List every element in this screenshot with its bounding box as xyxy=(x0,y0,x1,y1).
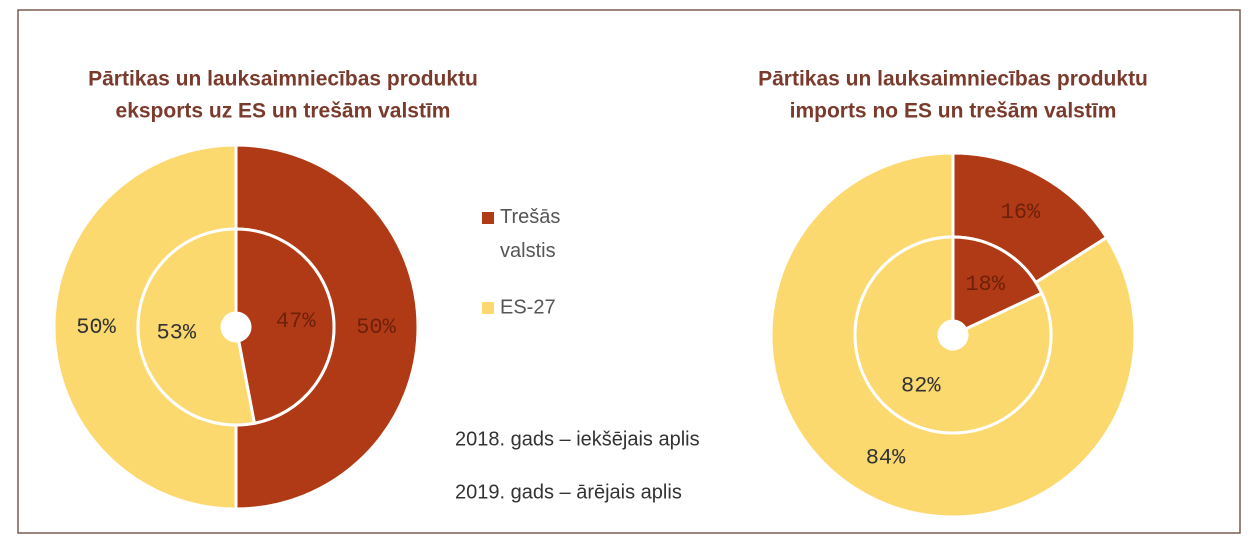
data-label: 47% xyxy=(276,309,316,334)
inner-slice xyxy=(136,227,257,427)
inner-slice xyxy=(234,227,336,426)
data-label: 53% xyxy=(156,320,196,345)
annotation: 2019. gads – ārējais aplis xyxy=(455,481,682,503)
legend-word: Trešās xyxy=(500,206,560,228)
frame xyxy=(17,9,1241,534)
data-label: 16% xyxy=(1001,200,1041,225)
legend-swatch xyxy=(482,212,494,224)
data-label: 84% xyxy=(866,445,906,470)
legend-swatch xyxy=(482,302,494,314)
chart-title: Pārtikas un lauksaimniecības produktu xyxy=(758,68,1148,91)
legend-label: Trešās valstis xyxy=(500,206,560,262)
annotation: 2018. gads – iekšējais aplis xyxy=(455,428,700,450)
data-label: 82% xyxy=(901,373,941,398)
chart-title: Pārtikas un lauksaimniecības produktu xyxy=(88,68,478,91)
legend-label: ES-27 xyxy=(500,296,556,318)
legend-word: valstis xyxy=(500,240,556,262)
data-label: 50% xyxy=(76,315,116,340)
inner-slice xyxy=(951,235,1044,332)
data-label: 18% xyxy=(965,272,1005,297)
chart-title: eksports uz ES un trešām valstīm xyxy=(116,100,451,123)
inner-slice xyxy=(853,235,1053,435)
chart-title: imports no ES un trešām valstīm xyxy=(790,100,1117,123)
data-label: 50% xyxy=(356,315,396,340)
